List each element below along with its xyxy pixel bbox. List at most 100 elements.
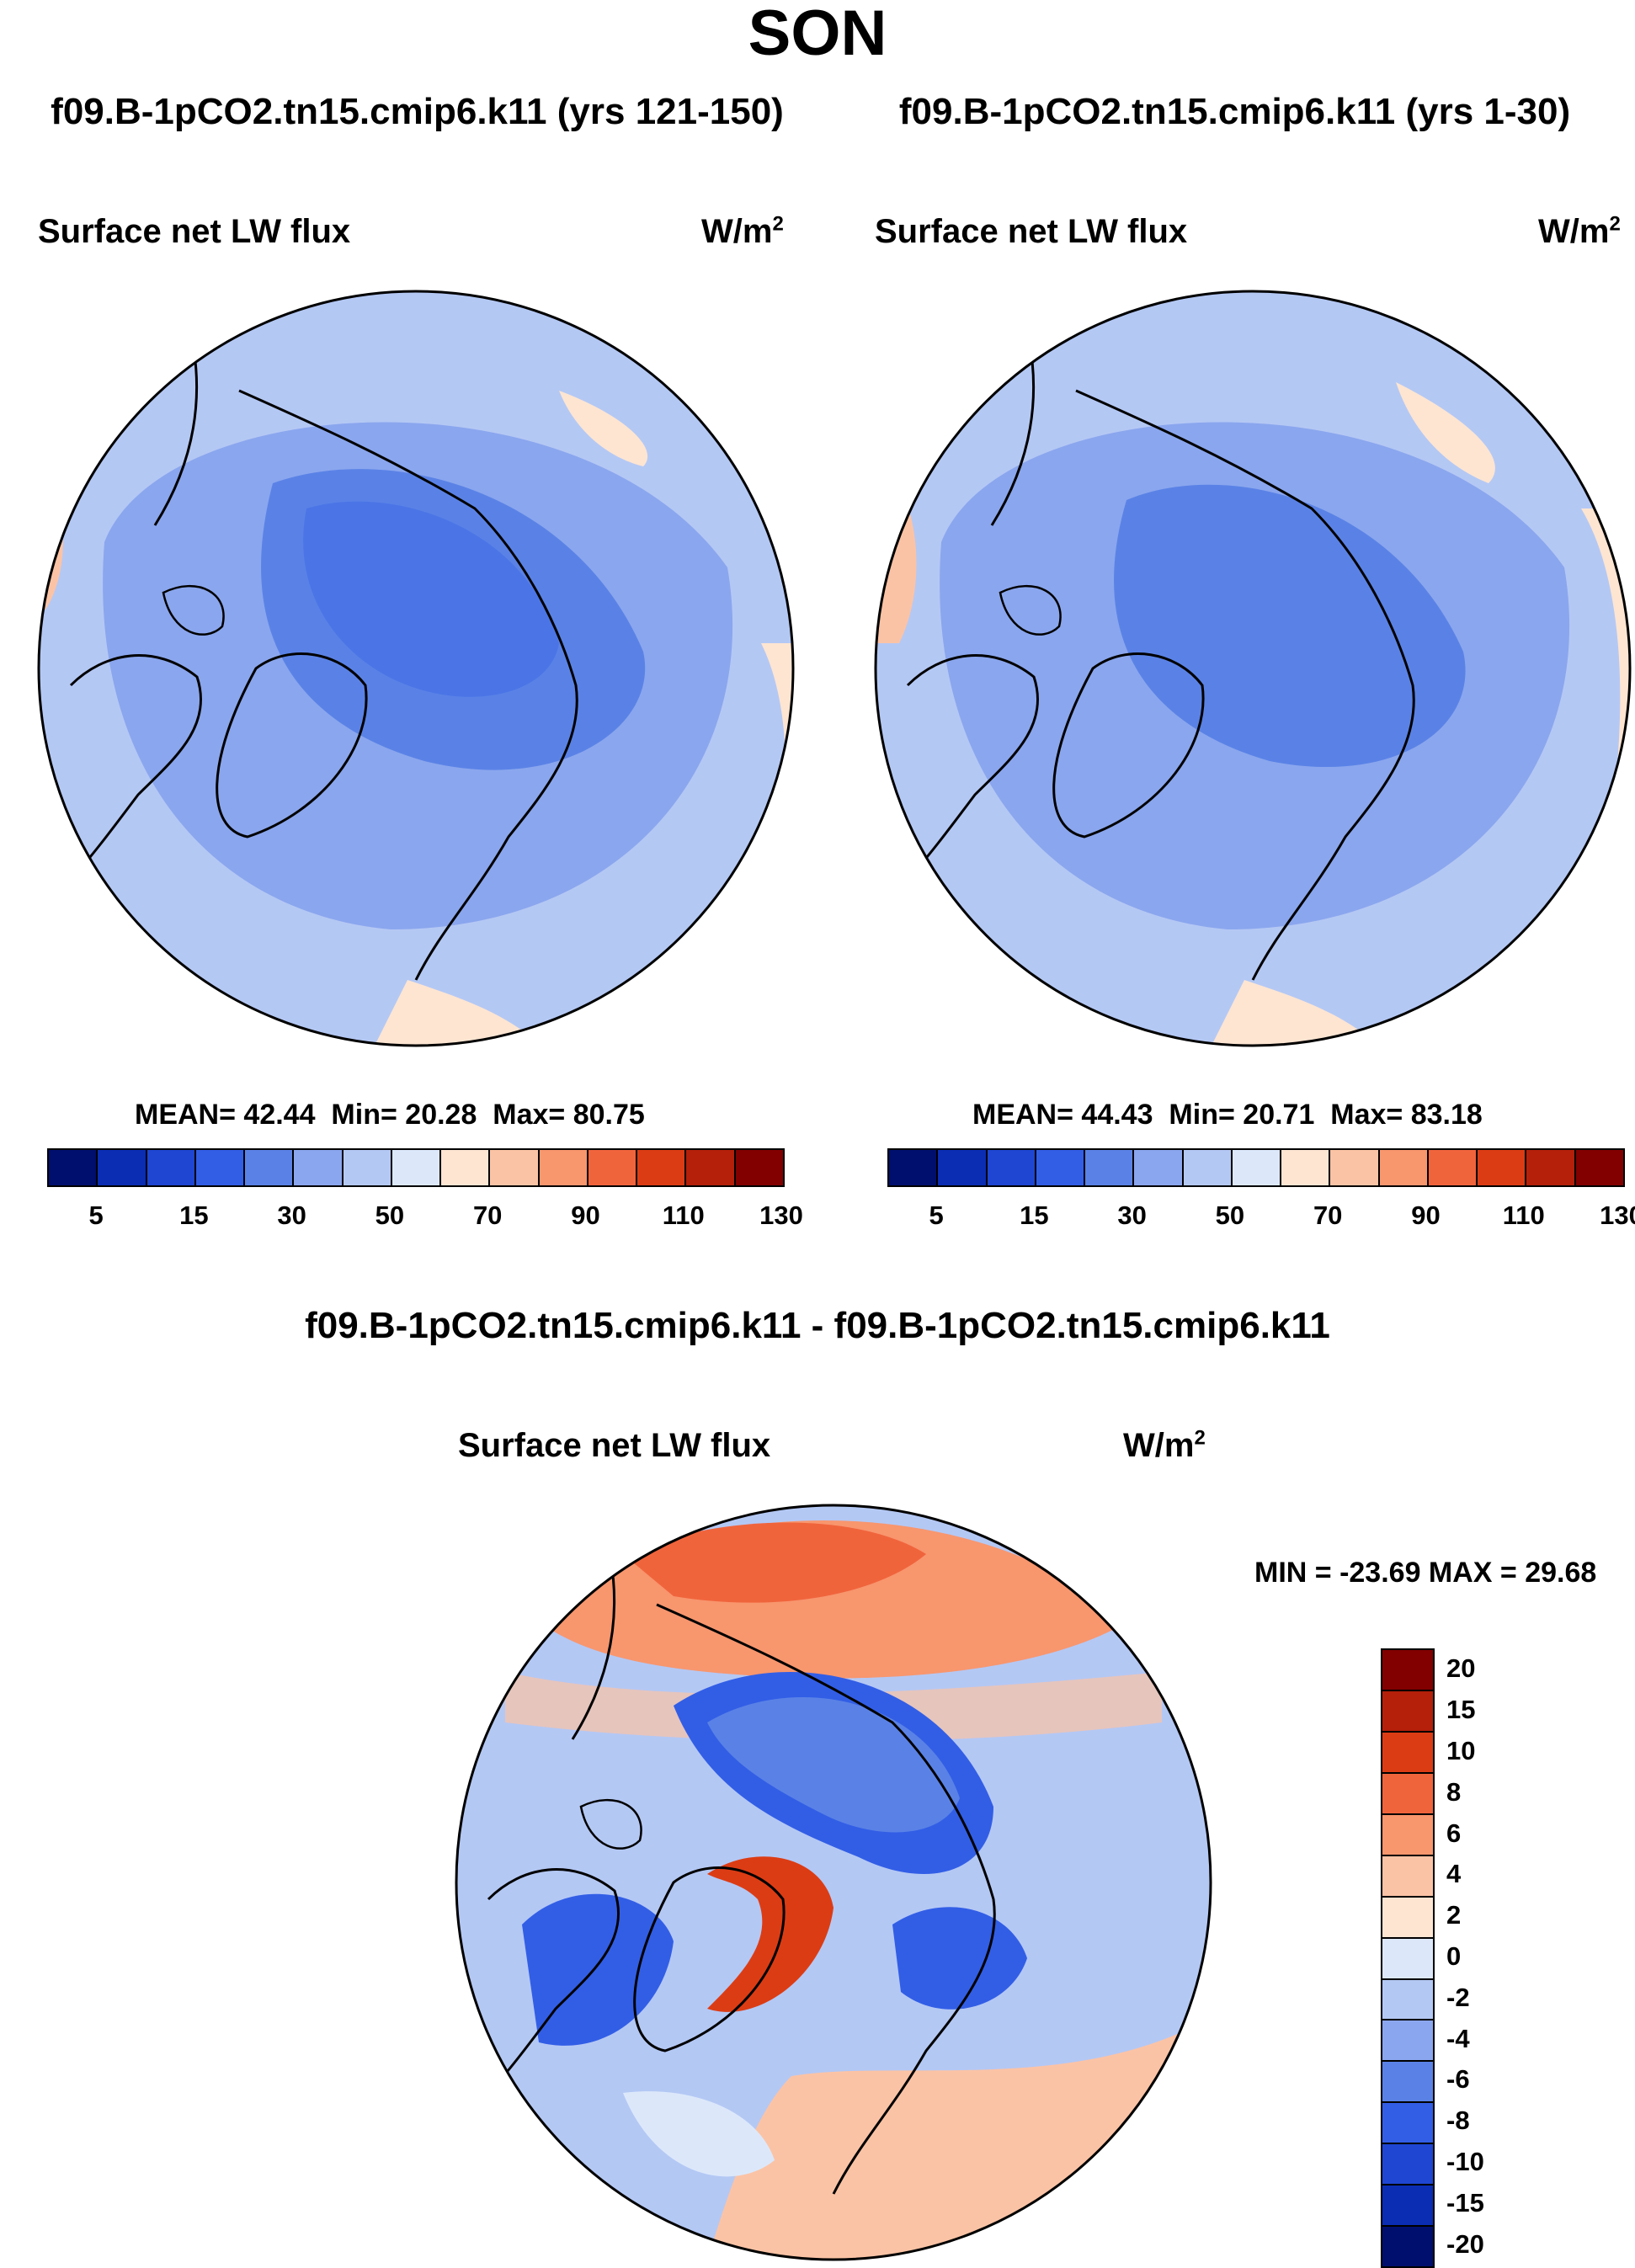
coastline-archipelago xyxy=(999,584,1062,636)
colorbar-tick-label: 50 xyxy=(1215,1201,1245,1230)
colorbar-swatch xyxy=(98,1150,147,1185)
field-region-hot-north xyxy=(623,1522,926,1603)
colorbar-swatch xyxy=(889,1150,939,1185)
coastline-north-america xyxy=(906,654,1040,881)
colorbar-swatch xyxy=(588,1150,638,1185)
colorbar-tick-label: 90 xyxy=(571,1201,600,1230)
colorbar-swatch xyxy=(195,1150,246,1185)
colorbar-swatch xyxy=(1134,1150,1184,1185)
colorbar-swatch xyxy=(49,1150,99,1185)
panel-left-case-title: f09.B-1pCO2.tn15.cmip6.k11 (yrs 121-150) xyxy=(51,91,784,132)
colorbar-tick-label: 110 xyxy=(1502,1201,1545,1230)
colorbar-tick-label: 50 xyxy=(375,1201,405,1230)
colorbar-swatch xyxy=(1382,1650,1433,1691)
field-region-deep xyxy=(261,469,646,770)
colorbar-swatch xyxy=(1382,2185,1433,2228)
field-region-warm-top xyxy=(1396,382,1495,483)
colorbar-swatch xyxy=(1382,1938,1433,1980)
colorbar-tick-label: -4 xyxy=(1446,2023,1470,2053)
colorbar-swatch xyxy=(490,1150,540,1185)
colorbar-tick-label: 30 xyxy=(277,1201,306,1230)
colorbar-tick-label: 30 xyxy=(1117,1201,1147,1230)
panel-left-stats: MEAN= 42.44 Min= 20.28 Max= 80.75 xyxy=(135,1099,645,1131)
coastline-archipelago xyxy=(579,1798,642,1850)
field-region-warm-bottom xyxy=(374,980,542,1046)
colorbar-tick-label: -15 xyxy=(1446,2187,1484,2217)
coastline-north-america xyxy=(487,1868,620,2095)
colorbar-swatch xyxy=(637,1150,687,1185)
colorbar-tick-label: 130 xyxy=(759,1201,803,1230)
difference-title: f09.B-1pCO2.tn15.cmip6.k11 - f09.B-1pCO2… xyxy=(305,1305,1330,1346)
colorbar-swatch xyxy=(1526,1150,1576,1185)
colorbar-swatch xyxy=(1382,1855,1433,1898)
panel-left-polar-map xyxy=(37,290,795,1047)
colorbar-swatch xyxy=(441,1150,491,1185)
difference-colorbar xyxy=(1381,1648,1435,2268)
panel-left-units: W/m2 xyxy=(701,212,784,250)
colorbar-tick-label: 15 xyxy=(1446,1695,1476,1725)
colorbar-swatch xyxy=(1382,2103,1433,2145)
coastline-north-america xyxy=(69,654,203,881)
coastline-archipelago xyxy=(162,584,225,636)
colorbar-swatch xyxy=(1036,1150,1086,1185)
colorbar-swatch xyxy=(735,1150,783,1185)
colorbar-tick-label: -6 xyxy=(1446,2064,1470,2095)
colorbar-tick-label: -10 xyxy=(1446,2147,1484,2176)
colorbar-swatch xyxy=(1281,1150,1331,1185)
field-region-core xyxy=(303,501,559,697)
figure-title: SON xyxy=(748,0,887,69)
colorbar-tick-label: 70 xyxy=(472,1201,503,1230)
panel-right-stats: MEAN= 44.43 Min= 20.71 Max= 83.18 xyxy=(972,1099,1483,1131)
panel-right-colorbar xyxy=(887,1148,1625,1187)
colorbar-swatch xyxy=(1382,1897,1433,1939)
colorbar-tick-label: 0 xyxy=(1446,1941,1462,1971)
panel-right-colorbar-ticks: 5 15 30 50 70 90 110 130 xyxy=(887,1201,1635,1234)
colorbar-swatch xyxy=(1382,2062,1433,2104)
colorbar-tick-label: -2 xyxy=(1446,1982,1470,2012)
field-region-hot-ring xyxy=(707,1856,833,2012)
colorbar-tick-label: 6 xyxy=(1446,1818,1462,1848)
colorbar-swatch xyxy=(1232,1150,1282,1185)
colorbar-tick-label: 15 xyxy=(1020,1201,1049,1230)
colorbar-swatch xyxy=(1382,1773,1433,1815)
colorbar-swatch xyxy=(1330,1150,1380,1185)
coastline-greenland xyxy=(1052,652,1205,839)
field-region-pale-south xyxy=(623,2091,775,2177)
colorbar-tick-label: -20 xyxy=(1446,2228,1484,2259)
colorbar-swatch xyxy=(1575,1150,1623,1185)
colorbar-swatch xyxy=(146,1150,196,1185)
colorbar-swatch xyxy=(1085,1150,1135,1185)
colorbar-swatch xyxy=(1382,1814,1433,1856)
colorbar-tick-label: 4 xyxy=(1446,1859,1462,1889)
field-region-warm-bottom xyxy=(1211,980,1379,1046)
colorbar-tick-label: 15 xyxy=(179,1201,209,1230)
colorbar-tick-label: 20 xyxy=(1446,1653,1476,1684)
colorbar-swatch xyxy=(343,1150,392,1185)
colorbar-tick-label: 2 xyxy=(1446,1900,1462,1930)
difference-units: W/m2 xyxy=(1123,1426,1206,1464)
colorbar-swatch xyxy=(245,1150,295,1185)
colorbar-tick-label: 70 xyxy=(1313,1201,1343,1230)
colorbar-swatch xyxy=(1382,1979,1433,2021)
coastline-eurasia xyxy=(1075,389,1415,981)
colorbar-tick-label: -8 xyxy=(1446,2106,1470,2136)
panel-left-colorbar-ticks: 5 15 30 50 70 90 110 130 xyxy=(47,1201,803,1234)
panel-right-polar-map xyxy=(874,290,1632,1047)
field-region-warm-top xyxy=(559,391,648,466)
colorbar-swatch xyxy=(391,1150,442,1185)
colorbar-tick-label: 90 xyxy=(1411,1201,1441,1230)
colorbar-swatch xyxy=(1382,1690,1433,1733)
colorbar-swatch xyxy=(1183,1150,1233,1185)
field-region-cool-central xyxy=(707,1697,960,1833)
panel-right-variable-label: Surface net LW flux xyxy=(875,213,1188,250)
colorbar-tick-label: 130 xyxy=(1600,1201,1635,1230)
coastline-greenland xyxy=(633,1866,786,2052)
difference-colorbar-ticks: 20 15 10 8 6 4 2 0 -2 -4 -6 -8 -10 -15 -20 xyxy=(1446,1648,1547,2265)
colorbar-swatch xyxy=(1382,2227,1433,2267)
colorbar-swatch xyxy=(938,1150,988,1185)
panel-right-units: W/m2 xyxy=(1538,212,1621,250)
coastline-eurasia xyxy=(238,389,578,981)
panel-left-variable-label: Surface net LW flux xyxy=(38,213,351,250)
difference-variable-label: Surface net LW flux xyxy=(458,1427,771,1464)
colorbar-swatch xyxy=(1428,1150,1478,1185)
